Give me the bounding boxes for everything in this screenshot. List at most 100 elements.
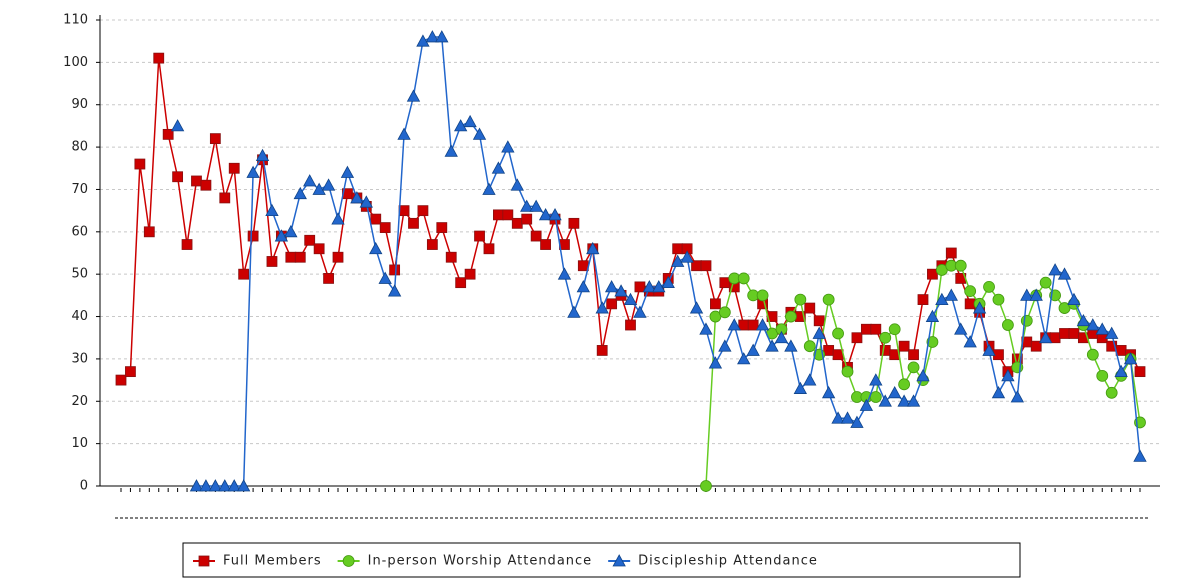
- marker: [793, 381, 808, 394]
- marker: [689, 301, 704, 314]
- marker: [1105, 326, 1119, 339]
- marker: [285, 251, 297, 263]
- marker: [162, 128, 174, 140]
- marker: [832, 349, 844, 361]
- marker: [208, 479, 223, 492]
- marker: [340, 165, 355, 178]
- marker: [568, 217, 580, 229]
- marker: [954, 322, 968, 335]
- marker: [746, 343, 760, 356]
- marker: [737, 352, 751, 365]
- marker: [1038, 330, 1053, 344]
- marker: [266, 256, 278, 267]
- marker: [1095, 322, 1109, 335]
- marker: [236, 479, 251, 492]
- marker: [812, 326, 826, 339]
- marker: [898, 340, 910, 352]
- marker: [859, 398, 874, 411]
- marker: [614, 284, 628, 297]
- marker: [567, 305, 581, 318]
- marker: [625, 319, 636, 331]
- marker: [540, 239, 551, 250]
- marker: [491, 161, 506, 174]
- marker: [1068, 328, 1080, 339]
- marker: [671, 254, 685, 267]
- y-tick-label: 80: [71, 140, 88, 155]
- marker: [209, 133, 221, 145]
- y-tick-label: 70: [71, 182, 88, 197]
- marker: [502, 209, 514, 221]
- marker: [436, 222, 448, 233]
- marker: [548, 208, 562, 221]
- marker: [831, 411, 845, 424]
- marker: [935, 292, 949, 305]
- marker: [1048, 263, 1062, 276]
- marker: [1115, 345, 1127, 356]
- marker: [170, 119, 185, 132]
- marker: [774, 330, 789, 344]
- marker: [181, 239, 193, 250]
- marker: [737, 272, 750, 285]
- marker: [521, 213, 533, 225]
- marker: [472, 127, 487, 140]
- marker: [115, 374, 127, 386]
- marker: [925, 309, 940, 322]
- marker: [370, 213, 382, 225]
- marker: [445, 251, 457, 263]
- y-tick-label: 30: [71, 351, 88, 366]
- marker: [1059, 328, 1070, 339]
- marker: [191, 175, 202, 187]
- marker: [661, 275, 675, 289]
- marker: [538, 208, 553, 221]
- marker: [972, 301, 987, 314]
- marker: [1067, 292, 1081, 305]
- marker: [964, 285, 977, 298]
- marker: [718, 306, 731, 319]
- marker: [850, 415, 864, 428]
- marker: [612, 554, 626, 567]
- marker: [699, 322, 713, 335]
- marker: [379, 222, 391, 233]
- marker: [265, 203, 279, 217]
- marker: [926, 336, 939, 348]
- marker: [453, 119, 468, 132]
- marker: [435, 30, 449, 43]
- marker: [822, 293, 835, 306]
- marker: [1114, 364, 1128, 378]
- marker: [907, 361, 920, 374]
- marker: [964, 298, 976, 310]
- marker: [840, 411, 855, 424]
- marker: [398, 205, 410, 217]
- marker: [1020, 288, 1034, 301]
- marker: [342, 555, 355, 567]
- marker: [153, 52, 165, 64]
- marker: [908, 349, 919, 361]
- marker: [530, 230, 542, 242]
- marker: [1039, 276, 1052, 289]
- marker: [425, 30, 440, 43]
- marker: [143, 226, 155, 238]
- marker: [408, 217, 419, 229]
- marker: [860, 323, 872, 335]
- marker: [331, 212, 345, 225]
- marker: [238, 268, 250, 280]
- marker: [247, 230, 259, 242]
- marker: [1086, 348, 1099, 361]
- marker: [198, 555, 210, 567]
- marker: [813, 315, 825, 327]
- marker: [557, 267, 572, 280]
- marker: [945, 247, 957, 259]
- y-tick-label: 110: [63, 13, 88, 28]
- marker: [406, 89, 421, 102]
- marker: [312, 182, 326, 195]
- marker: [501, 140, 515, 153]
- marker: [189, 479, 204, 492]
- marker: [755, 318, 770, 331]
- marker: [869, 373, 883, 386]
- marker: [898, 378, 911, 391]
- marker: [378, 271, 392, 284]
- marker: [821, 385, 836, 399]
- marker: [1105, 386, 1118, 399]
- marker: [927, 268, 938, 280]
- marker: [765, 339, 779, 352]
